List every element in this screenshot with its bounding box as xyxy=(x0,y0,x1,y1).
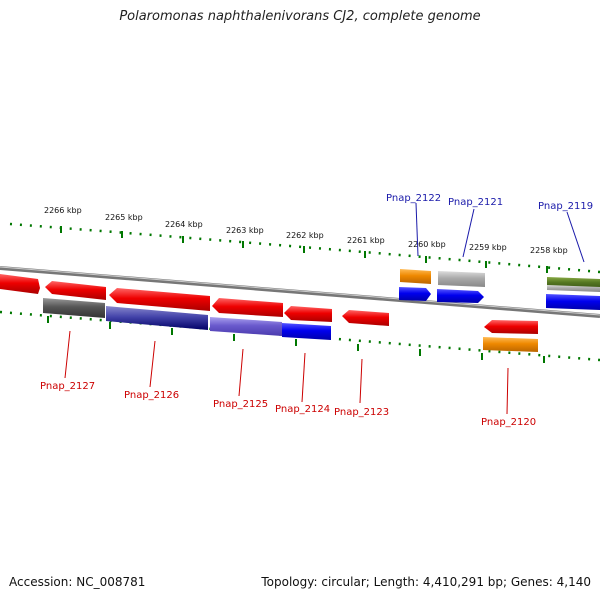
leader-line xyxy=(359,358,363,404)
gene-arrow-red[interactable] xyxy=(212,298,283,317)
label-leaders xyxy=(64,202,585,415)
gene-label[interactable]: Pnap_2119 xyxy=(538,201,593,212)
gene-arrow-blue[interactable] xyxy=(437,289,484,303)
gene-labels-bottom: Pnap_2127 Pnap_2126 Pnap_2125 Pnap_2124 … xyxy=(40,381,536,428)
gene-label[interactable]: Pnap_2122 xyxy=(386,193,441,204)
genome-backbone-highlight xyxy=(0,266,600,316)
gene-block-dark-grey[interactable] xyxy=(43,298,105,318)
lower-gene-track xyxy=(43,298,538,352)
gene-arrow-blue[interactable] xyxy=(399,287,431,301)
scale-label: 2264 kbp xyxy=(165,220,203,229)
gene-block-blue[interactable] xyxy=(282,323,331,340)
scale-label: 2265 kbp xyxy=(105,213,143,222)
genome-title: Polaromonas naphthalenivorans CJ2, compl… xyxy=(119,9,481,24)
gene-block-orange[interactable] xyxy=(483,337,538,352)
gene-label[interactable]: Pnap_2127 xyxy=(40,381,95,392)
gene-arrow-blue[interactable] xyxy=(546,294,600,310)
leader-line xyxy=(301,352,306,403)
gene-block-slate-blue[interactable] xyxy=(210,317,282,336)
scale-label: 2261 kbp xyxy=(347,236,385,245)
gene-labels-top: Pnap_2122 Pnap_2121 Pnap_2119 xyxy=(386,193,593,212)
scale-label: 2263 kbp xyxy=(226,226,264,235)
gene-arrow-red[interactable] xyxy=(109,288,210,311)
upper-scale-dots xyxy=(9,222,600,274)
scale-label: 2258 kbp xyxy=(530,246,568,255)
gene-arrow-red[interactable] xyxy=(0,274,40,294)
accession-info: Accession: NC_008781 xyxy=(9,575,146,589)
leader-line xyxy=(64,330,71,379)
gene-arrow-grey[interactable] xyxy=(438,271,485,287)
gene-label[interactable]: Pnap_2126 xyxy=(124,390,179,401)
gene-label[interactable]: Pnap_2121 xyxy=(448,197,503,208)
leader-line xyxy=(238,348,244,397)
leader-line xyxy=(149,340,156,388)
upper-gene-track xyxy=(0,269,600,326)
gene-arrow-red[interactable] xyxy=(284,306,332,322)
gene-block-navy[interactable] xyxy=(106,306,208,330)
leader-line xyxy=(462,208,475,258)
scale-label: 2266 kbp xyxy=(44,206,82,215)
leader-line xyxy=(566,211,585,263)
gene-arrow-red[interactable] xyxy=(484,320,538,334)
gene-arrow-grey[interactable] xyxy=(547,285,600,292)
genome-summary: Topology: circular; Length: 4,410,291 bp… xyxy=(261,575,591,589)
gene-label[interactable]: Pnap_2123 xyxy=(334,407,389,418)
leader-line xyxy=(415,202,419,257)
scale-label: 2260 kbp xyxy=(408,240,446,249)
gene-label[interactable]: Pnap_2120 xyxy=(481,417,536,428)
gene-arrow-orange[interactable] xyxy=(400,269,431,284)
upper-scale-ruler: 2266 kbp 2265 kbp 2264 kbp 2263 kbp 2262… xyxy=(9,206,600,274)
scale-label: 2262 kbp xyxy=(286,231,324,240)
leader-line xyxy=(506,367,509,415)
genome-backbone xyxy=(0,266,600,318)
gene-label[interactable]: Pnap_2125 xyxy=(213,399,268,410)
gene-arrow-red[interactable] xyxy=(342,310,389,326)
gene-label[interactable]: Pnap_2124 xyxy=(275,404,330,415)
gene-arrow-red[interactable] xyxy=(45,281,106,300)
scale-label: 2259 kbp xyxy=(469,243,507,252)
